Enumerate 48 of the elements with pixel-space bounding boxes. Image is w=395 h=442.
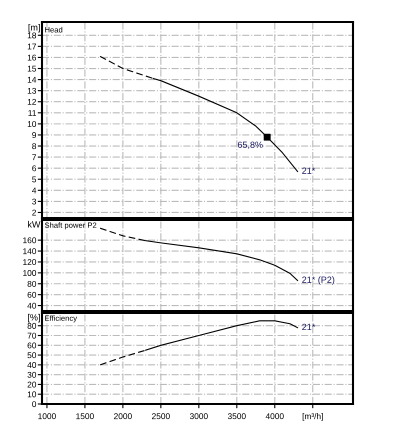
y-tick-label: 7 [32, 154, 36, 160]
series-label: 21* [302, 168, 316, 174]
y-tick-label: 3 [32, 198, 36, 204]
y-tick-label: 8 [32, 143, 36, 150]
y-tick-label: 30 [27, 372, 36, 378]
y-tick-label: 140 [23, 248, 36, 254]
x-tick-label: 2000 [114, 413, 132, 420]
x-tick-label: 4000 [266, 413, 284, 420]
y-tick-label: 100 [23, 270, 36, 276]
y-axis-title: [m] [28, 24, 40, 32]
annotation: 65,8% [238, 142, 263, 150]
x-tick-label: 2500 [152, 413, 170, 420]
y-tick-label: 5 [32, 176, 36, 182]
y-axis-title: [%] [28, 314, 40, 322]
y-tick-label: 80 [28, 322, 36, 329]
y-tick-label: 160 [23, 237, 36, 244]
y-tick-label: 0 [32, 401, 36, 408]
y-axis-title: kW [28, 220, 40, 228]
y-tick-label: 60 [28, 342, 36, 348]
y-tick-label: 120 [23, 259, 36, 266]
y-tick-label: 16 [28, 54, 36, 61]
y-tick-label: 40 [27, 302, 36, 309]
x-tick-label: [m³/h] [302, 413, 323, 421]
y-tick-label: 50 [28, 352, 36, 358]
y-tick-label: 12 [28, 98, 36, 105]
series-label: 21* [302, 324, 316, 330]
x-tick-label: 3000 [190, 413, 208, 420]
x-tick-label: 1500 [76, 413, 94, 420]
y-tick-label: 40 [27, 362, 36, 368]
y-tick-label: 17 [28, 44, 36, 50]
y-tick-label: 15 [28, 66, 36, 72]
y-tick-label: 70 [28, 332, 36, 339]
series-label: 21* (P2) [302, 276, 334, 285]
y-tick-label: 4 [32, 188, 36, 194]
x-tick-label: 3500 [228, 413, 246, 420]
y-tick-label: 6 [32, 165, 36, 172]
y-tick-label: 9 [32, 132, 36, 138]
y-tick-label: 20 [28, 382, 36, 388]
y-tick-label: 2 [32, 210, 36, 216]
y-tick-label: 18 [28, 32, 36, 38]
y-tick-label: 80 [28, 280, 36, 287]
y-tick-label: 13 [28, 88, 36, 94]
y-tick-label: 60 [28, 292, 36, 298]
x-tick-label: 1000 [38, 413, 56, 420]
y-tick-label: 11 [28, 110, 36, 116]
y-tick-label: 10 [28, 121, 36, 127]
y-tick-label: 14 [28, 76, 36, 83]
y-tick-label: 10 [28, 391, 36, 398]
